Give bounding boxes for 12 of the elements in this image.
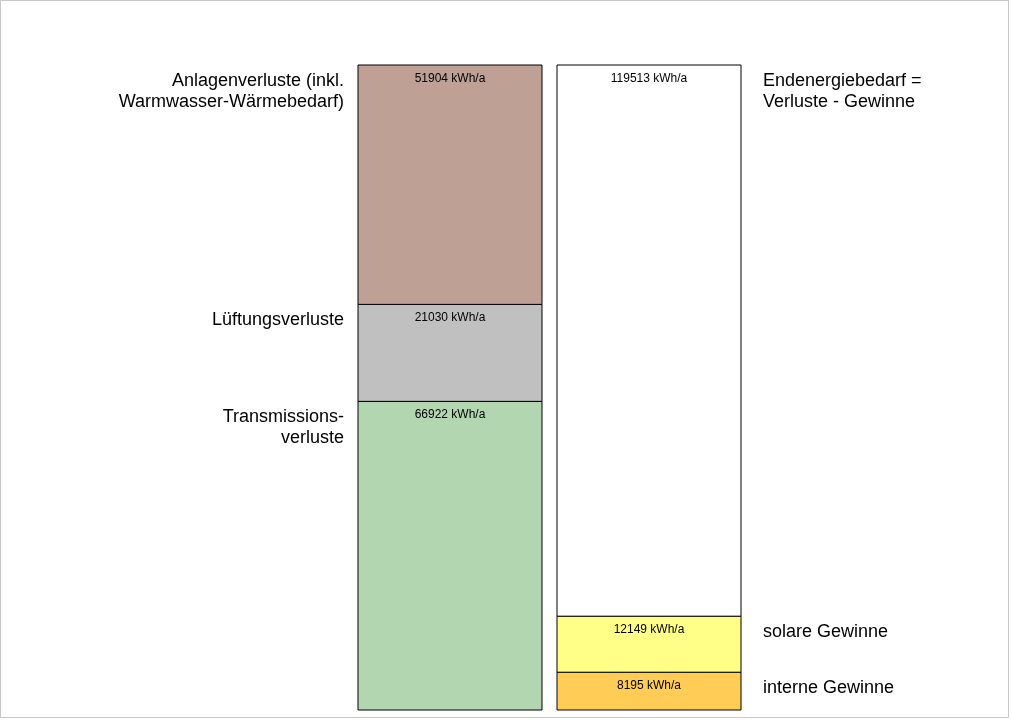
data-label: 66922 kWh/a [414,407,486,422]
data-label: 21030 kWh/a [414,310,486,325]
series-label: Anlagenverluste (inkl. Warmwasser-Wärmebedarf) [118,70,344,111]
data-label: 51904 kWh/a [414,71,486,85]
data-label: 119513 kWh/a [610,71,688,85]
data-label: 12149 kWh/a [613,622,685,637]
data-label: 8195 kWh/a [616,678,682,693]
series-label: solare Gewinne [763,621,889,642]
series-label: interne Gewinne [763,677,895,698]
series-label: Transmissions- verluste [222,406,344,448]
series-label: Lüftungsverluste [211,309,344,330]
series-label: Endenergiebedarf = Verluste - Gewinne [763,70,922,111]
